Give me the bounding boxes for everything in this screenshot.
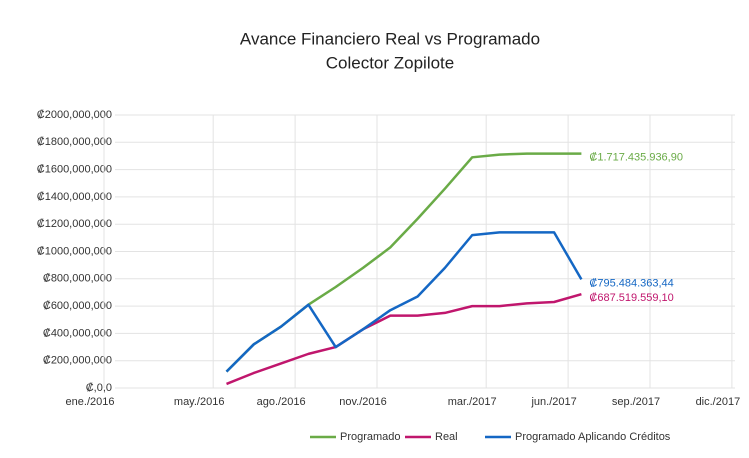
y-tick-label: ₡800,000,000	[43, 273, 112, 285]
y-tick-label: ₡1000,000,000	[37, 245, 112, 257]
x-tick-label: may./2016	[174, 396, 225, 408]
legend-label: Programado Aplicando Créditos	[515, 431, 671, 443]
x-tick-label: ago./2016	[257, 396, 306, 408]
y-tick-label: ₡600,000,000	[43, 300, 112, 312]
series-line	[225, 152, 582, 373]
data-label: ₡687.519.559,10	[589, 292, 673, 304]
x-tick-label: ene./2016	[66, 396, 115, 408]
y-tick-label: ₡,0,0	[86, 382, 112, 394]
series-line	[226, 292, 582, 386]
y-tick-label: ₡2000,000,000	[37, 109, 112, 121]
legend-label: Programado	[340, 431, 401, 443]
chart-title: Avance Financiero Real vs Programado	[240, 29, 540, 48]
data-label: ₡795.484.363,44	[589, 277, 673, 289]
x-tick-label: jun./2017	[530, 396, 576, 408]
y-tick-label: ₡1200,000,000	[37, 218, 112, 230]
legend-label: Real	[435, 431, 458, 443]
y-tick-label: ₡1400,000,000	[37, 191, 112, 203]
y-tick-label: ₡400,000,000	[43, 327, 112, 339]
x-tick-label: dic./2017	[696, 396, 741, 408]
series-line	[225, 231, 583, 373]
y-tick-label: ₡1600,000,000	[37, 164, 112, 176]
y-tick-label: ₡200,000,000	[43, 355, 112, 367]
data-label: ₡1.717.435.936,90	[589, 151, 683, 163]
chart-subtitle: Colector Zopilote	[326, 53, 455, 72]
x-tick-label: mar./2017	[448, 396, 497, 408]
x-tick-label: sep./2017	[612, 396, 660, 408]
x-tick-label: nov./2016	[339, 396, 387, 408]
y-tick-label: ₡1800,000,000	[37, 136, 112, 148]
